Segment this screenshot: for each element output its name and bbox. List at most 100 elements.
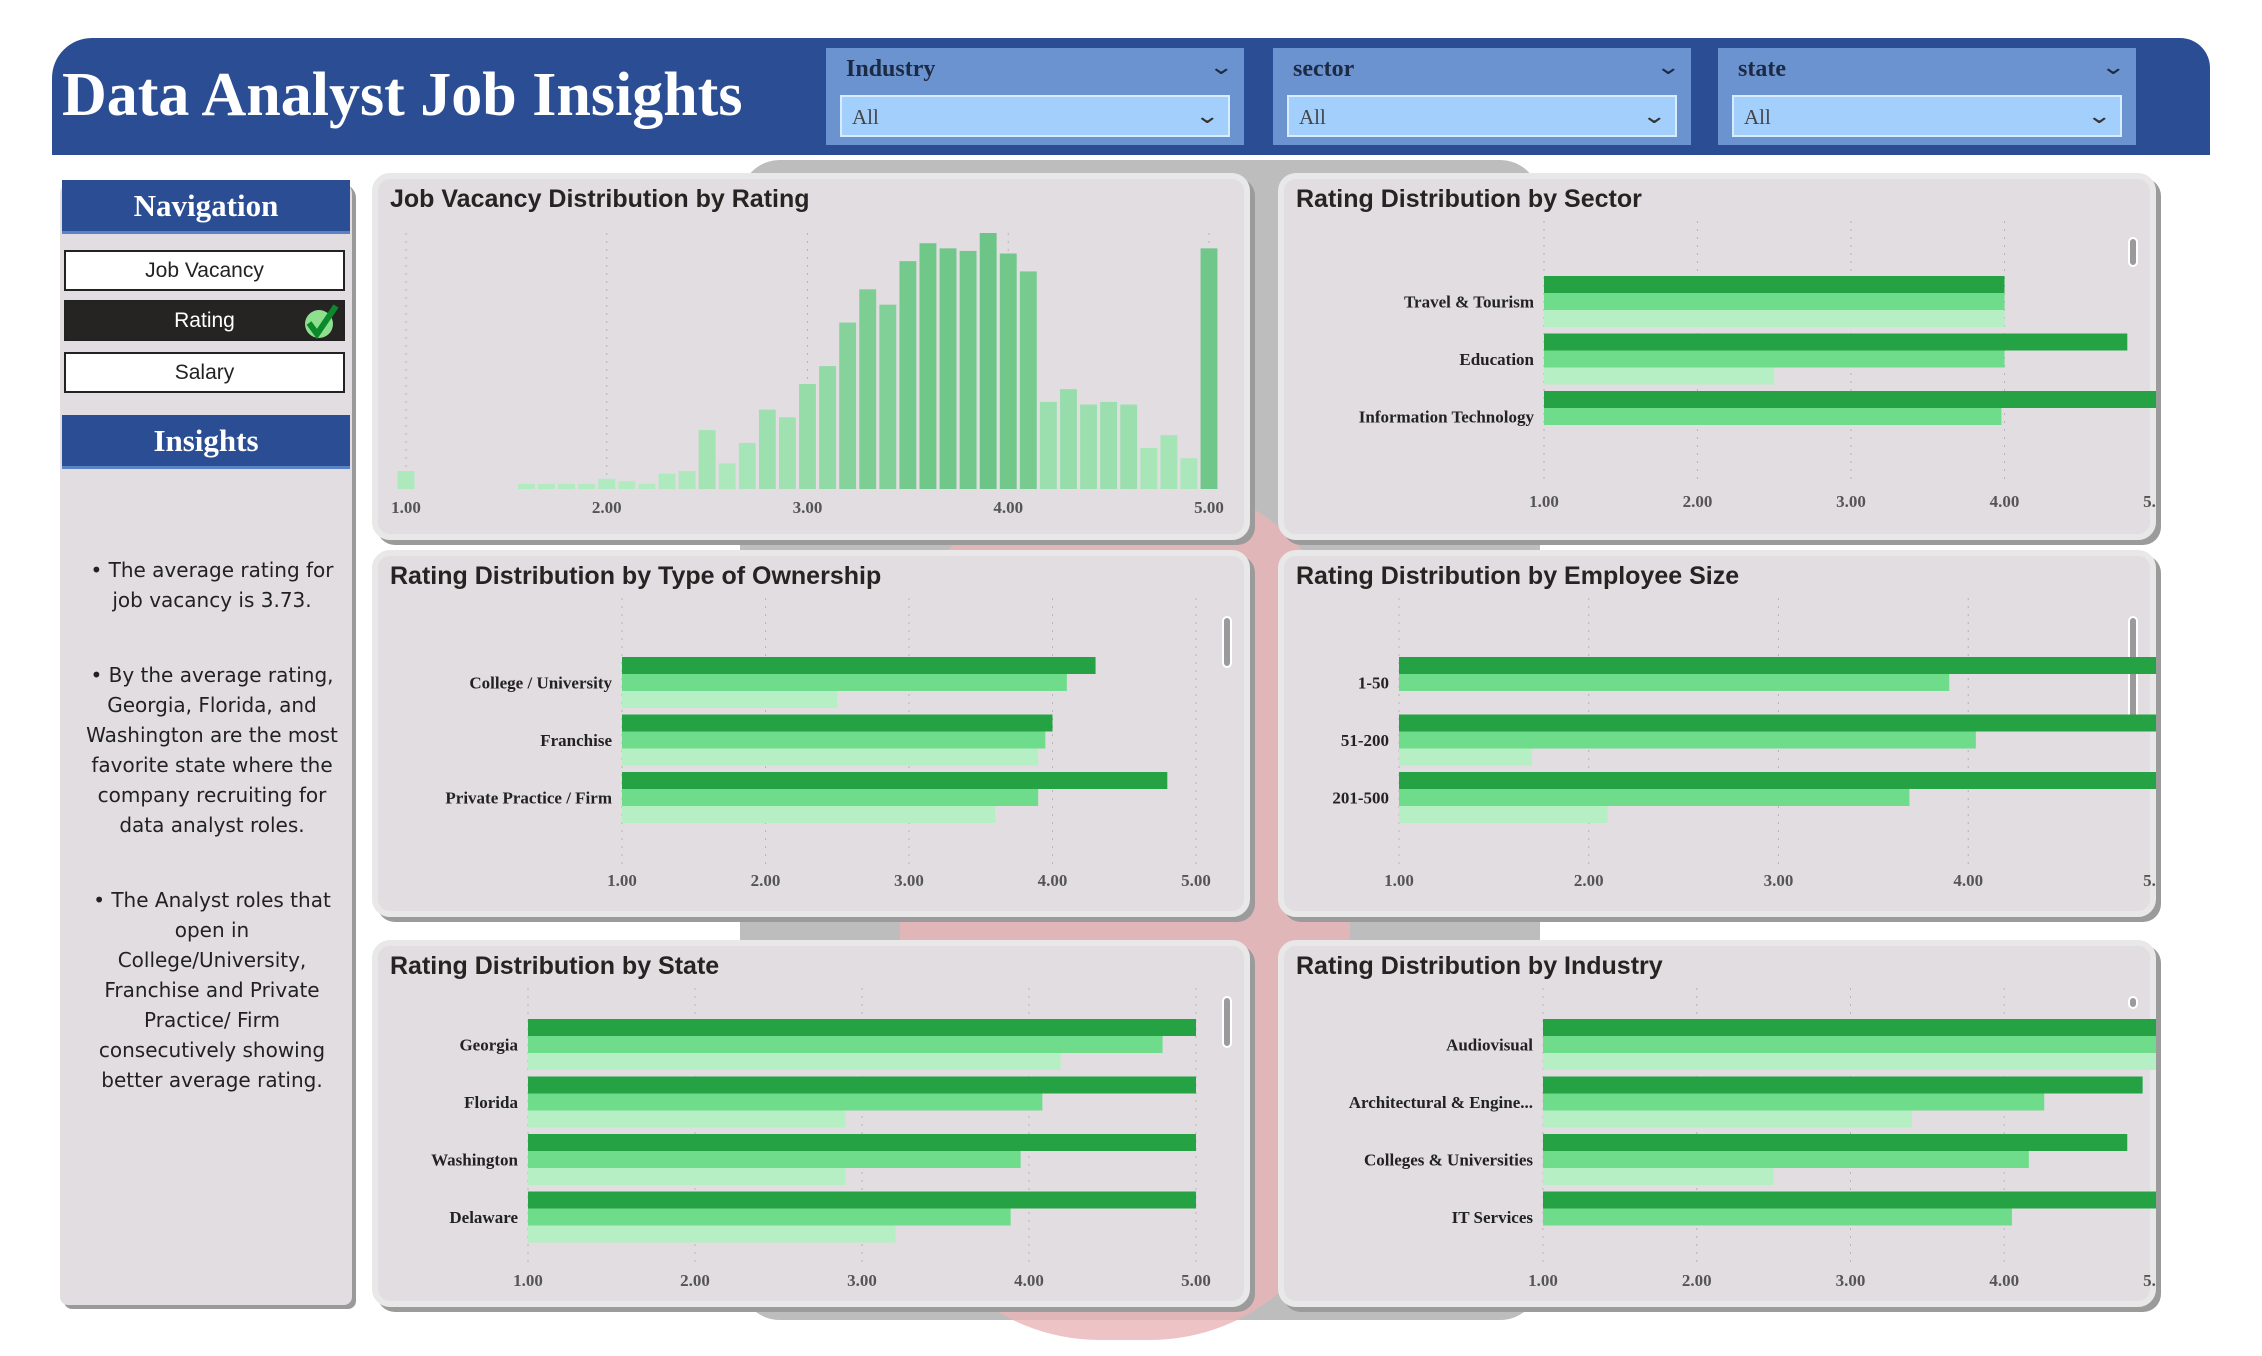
- histogram-bar: [1200, 248, 1218, 489]
- bar: [622, 674, 1067, 691]
- category-label: Information Technology: [1359, 408, 1535, 427]
- bar: [622, 772, 1168, 789]
- histogram-bar: [939, 248, 957, 489]
- x-tick-label: 1.00: [391, 498, 421, 517]
- histogram-bar: [899, 261, 917, 489]
- x-tick-label: 5.00: [1181, 871, 1211, 890]
- category-label: Colleges & Universities: [1364, 1151, 1533, 1170]
- nav-rating-label: Rating: [174, 309, 235, 332]
- nav-job-vacancy-button[interactable]: Job Vacancy: [64, 250, 345, 291]
- x-tick-label: 2.00: [592, 498, 622, 517]
- chart-svg: 1.00 2.00 3.00 4.00 5.00 1-50 51-200 201-500: [1332, 598, 2156, 890]
- histogram-bar: [799, 384, 816, 489]
- x-tick-label: 2.00: [1574, 871, 1604, 890]
- x-tick-label: 5.00: [1194, 498, 1224, 517]
- bar: [622, 691, 838, 708]
- category-label: Private Practice / Firm: [445, 789, 612, 808]
- rating-by-industry-panel: Rating Distribution by Industry 1.00 2.00 3…: [1278, 940, 2156, 1307]
- bar: [1544, 350, 2005, 368]
- dropdown-value: All: [1744, 105, 1771, 129]
- histogram-bar: [538, 483, 555, 489]
- sector-dropdown[interactable]: All ⌄: [1287, 95, 1677, 137]
- x-tick-label: 1.00: [1529, 492, 1559, 511]
- chevron-down-icon[interactable]: ⌄: [1640, 103, 1667, 128]
- histogram-bar: [999, 253, 1017, 489]
- bar: [528, 1110, 846, 1128]
- category-label: Georgia: [459, 1036, 518, 1055]
- bar: [528, 1191, 1196, 1209]
- chart-title: Rating Distribution by State: [390, 952, 720, 980]
- bar: [1544, 276, 2005, 293]
- histogram-bar: [758, 409, 776, 489]
- state-dropdown[interactable]: All ⌄: [1732, 95, 2122, 137]
- x-tick-label: 5.00: [2143, 1271, 2156, 1290]
- bar: [622, 748, 1039, 766]
- bar: [1543, 1134, 2128, 1151]
- histogram-bar: [718, 463, 736, 489]
- histogram-bar: [1180, 458, 1198, 489]
- chevron-down-icon[interactable]: ⌄: [1207, 54, 1234, 79]
- nav-salary-button[interactable]: Salary: [64, 352, 345, 393]
- histogram-bar: [558, 483, 576, 489]
- nav-rating-button[interactable]: Rating: [64, 300, 345, 341]
- bar: [1543, 1151, 2029, 1168]
- chart-title: Rating Distribution by Sector: [1296, 185, 1642, 213]
- industry-slicer[interactable]: Industry ⌄ All ⌄: [826, 48, 1244, 145]
- histogram-bar: [658, 473, 676, 489]
- x-tick-label: 5.00: [2143, 492, 2156, 511]
- bar: [1543, 1019, 2156, 1036]
- histogram-bar: [1080, 404, 1097, 489]
- industry-dropdown[interactable]: All ⌄: [840, 95, 1230, 137]
- scrollbar[interactable]: [2128, 237, 2138, 267]
- chart-title: Rating Distribution by Employee Size: [1296, 562, 1740, 590]
- histogram-bar: [879, 304, 897, 489]
- bar: [528, 1134, 1196, 1151]
- chevron-down-icon[interactable]: ⌄: [1193, 103, 1220, 128]
- x-tick-label: 4.00: [1990, 492, 2020, 511]
- dropdown-value: All: [852, 105, 879, 129]
- bar: [528, 1225, 896, 1243]
- header-bar: Data Analyst Job Insights Industry ⌄ All…: [52, 38, 2210, 155]
- chart-svg: 1.00 2.00 3.00 4.00 5.00 Audiovisual Architect…: [1349, 988, 2156, 1290]
- insight-item: • By the average rating, Georgia, Florid…: [86, 663, 338, 837]
- chevron-down-icon[interactable]: ⌄: [2099, 54, 2126, 79]
- histogram-bar: [578, 483, 596, 489]
- bar: [1399, 674, 1950, 691]
- checkmark-icon: [305, 304, 339, 340]
- bar: [528, 1053, 1061, 1070]
- bar: [1399, 714, 2156, 732]
- category-label: Franchise: [540, 731, 612, 750]
- category-label: College / University: [469, 674, 612, 693]
- bar: [1543, 1208, 2012, 1226]
- category-label: Washington: [431, 1151, 518, 1170]
- bar: [622, 657, 1096, 674]
- bar: [528, 1036, 1163, 1053]
- state-slicer[interactable]: state ⌄ All ⌄: [1718, 48, 2136, 145]
- chart-svg: 1.00 2.00 3.00 4.00 5.00 College / University…: [445, 598, 1211, 890]
- scrollbar[interactable]: [2128, 996, 2138, 1009]
- bar: [1544, 408, 2002, 425]
- histogram-bar: [859, 289, 877, 489]
- chevron-down-icon[interactable]: ⌄: [2085, 103, 2112, 128]
- bar: [1544, 333, 2128, 351]
- histogram-bar: [1160, 435, 1178, 489]
- x-tick-label: 2.00: [751, 871, 781, 890]
- scrollbar[interactable]: [1222, 616, 1232, 668]
- x-tick-label: 1.00: [513, 1271, 543, 1290]
- sector-slicer[interactable]: sector ⌄ All ⌄: [1273, 48, 1691, 145]
- rating-by-state-panel: Rating Distribution by State 1.00 2.00 3.00…: [372, 940, 1250, 1307]
- chevron-down-icon[interactable]: ⌄: [1654, 54, 1681, 79]
- x-tick-label: 2.00: [1683, 492, 1713, 511]
- bar: [1399, 789, 1910, 806]
- bar: [622, 806, 996, 823]
- histogram-bar: [1039, 401, 1057, 489]
- histogram-bar: [778, 417, 796, 489]
- x-tick-label: 4.00: [993, 498, 1023, 517]
- scrollbar[interactable]: [1222, 996, 1232, 1048]
- histogram-bar: [738, 442, 756, 489]
- insight-item: • The average rating for job vacancy is …: [90, 558, 334, 612]
- bar: [1399, 748, 1532, 766]
- x-tick-label: 3.00: [793, 498, 823, 517]
- x-tick-label: 1.00: [1528, 1271, 1558, 1290]
- category-label: 201-500: [1332, 789, 1389, 808]
